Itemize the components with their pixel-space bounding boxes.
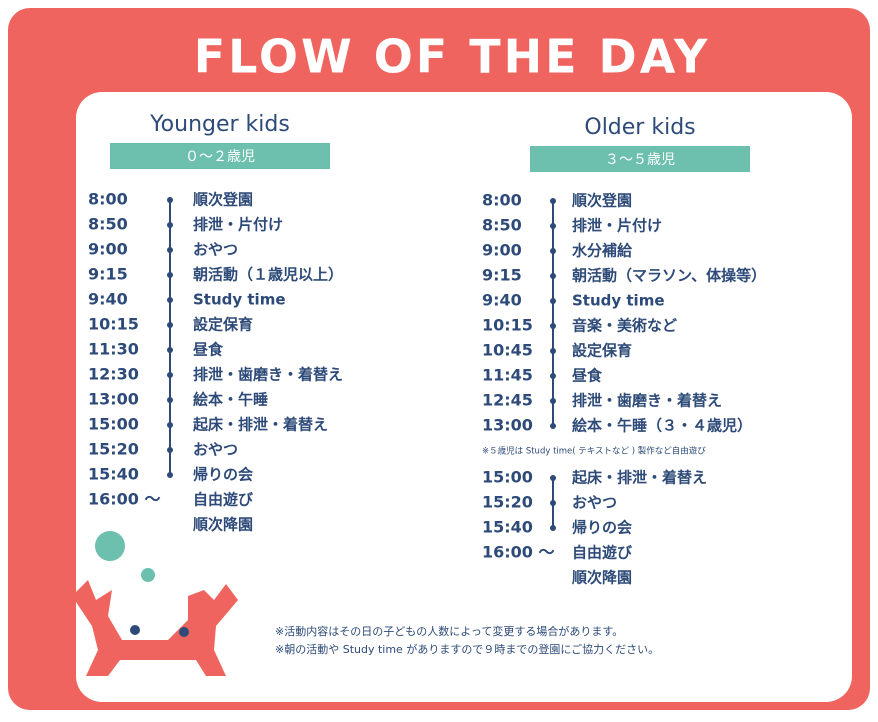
timeline-dot [167,222,173,228]
timeline-dot [550,223,556,229]
time: 13:00 [88,390,139,409]
activity: 絵本・午睡（３・４歳児） [572,417,752,435]
time: 11:45 [482,366,533,385]
activity: 排泄・歯磨き・着替え [193,366,343,384]
timeline-dot [550,373,556,379]
time: 9:00 [88,240,128,259]
timeline-dot [167,197,173,203]
activity: おやつ [572,494,617,512]
activity: 順次降園 [192,516,253,534]
activity: 排泄・歯磨き・着替え [572,392,722,410]
activity: Study time [193,291,286,309]
crab-illustration [72,531,238,676]
time: 8:00 [88,190,128,209]
timeline-dot [550,525,556,531]
column-heading: Older kids [584,115,695,140]
age-badge [110,143,330,169]
time: 9:40 [88,290,128,309]
time: 13:00 [482,416,533,435]
activity: 設定保育 [572,342,632,360]
activity: 設定保育 [193,316,253,334]
timeline-dot [167,372,173,378]
activity: 排泄・片付け [572,217,662,235]
timeline-dot [550,248,556,254]
time: 16:00 ～ [482,543,555,562]
age-label: ０～２歳児 [185,149,255,165]
time: 15:20 [88,440,139,459]
time: 15:00 [88,415,139,434]
timeline-dot [550,273,556,279]
activity: 起床・排泄・着替え [571,469,707,487]
timeline-dot [167,447,173,453]
timeline-dot [167,272,173,278]
activity: 音楽・美術など [572,317,677,335]
footer-note: ※朝の活動や Study time がありますので９時までの登園にご協力ください… [275,642,659,656]
age-badge [530,146,750,172]
timeline-dot [550,348,556,354]
activity: 朝活動（１歳児以上） [193,266,343,284]
time: 9:40 [482,291,522,310]
title: FLOW OF THE DAY [194,30,711,84]
timeline-dot [550,500,556,506]
activity: 自由遊び [572,544,632,562]
column-heading: Younger kids [149,112,290,137]
time: 15:40 [482,518,533,537]
activity: 起床・排泄・着替え [192,416,328,434]
activity: 帰りの会 [193,466,253,484]
timeline-dot [550,323,556,329]
activity: おやつ [193,441,238,459]
time: 10:15 [482,316,533,335]
timeline-dot [167,297,173,303]
timeline-dot [550,423,556,429]
activity: 昼食 [193,341,224,359]
time: 10:45 [482,341,533,360]
activity: おやつ [193,241,238,259]
timeline-dot [550,475,556,481]
timeline-dot [167,397,173,403]
timeline-dot [167,322,173,328]
activity: 順次登園 [571,192,632,210]
timeline-dot [167,247,173,253]
time: 8:00 [482,191,522,210]
activity: 絵本・午睡 [193,391,268,409]
time: 8:50 [482,216,522,235]
time: 12:45 [482,391,533,410]
schedule-note: ※５歳児は Study time( テキストなど ) 製作など自由遊び [482,446,706,457]
activity: 朝活動（マラソン、体操等） [572,267,766,285]
activity: 帰りの会 [572,519,632,537]
activity: Study time [572,292,665,310]
time: 10:15 [88,315,139,334]
time: 15:40 [88,465,139,484]
activity: 順次登園 [192,191,253,209]
time: 16:00 ～ [88,490,161,509]
time: 11:30 [88,340,139,359]
time: 9:15 [88,265,128,284]
timeline-dot [550,198,556,204]
timeline-dot [550,398,556,404]
activity: 順次降園 [571,569,632,587]
age-label: ３～５歳児 [605,152,675,168]
time: 8:50 [88,215,128,234]
activity: 排泄・片付け [193,216,283,234]
time: 9:00 [482,241,522,260]
timeline-dot [550,298,556,304]
timeline-dot [167,347,173,353]
activity: 水分補給 [572,242,633,260]
activity: 自由遊び [193,491,253,509]
timeline-dot [167,472,173,478]
time: 15:20 [482,493,533,512]
activity: 昼食 [572,367,603,385]
timeline-dot [167,422,173,428]
time: 9:15 [482,266,522,285]
footer-note: ※活動内容はその日の子どもの人数によって変更する場合があります。 [275,624,623,638]
time: 15:00 [482,468,533,487]
white-panel [76,92,852,702]
time: 12:30 [88,365,139,384]
